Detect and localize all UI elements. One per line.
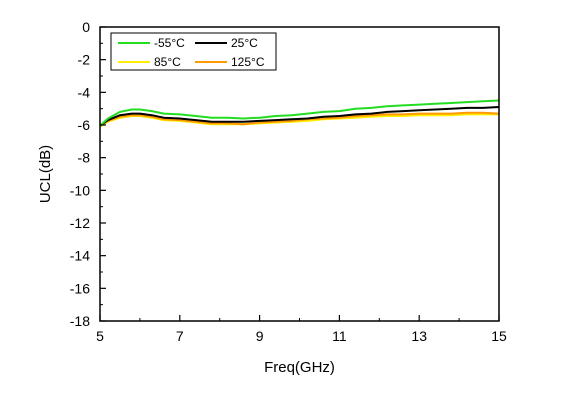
legend-box	[110, 32, 277, 71]
legend-label: 125°C	[231, 55, 265, 69]
y-tick-label: -10	[70, 182, 90, 198]
x-tick-label: 13	[411, 328, 427, 344]
legend: -55°C 25°C 85°C 125°C	[110, 32, 277, 71]
x-tick-label: 7	[176, 328, 184, 344]
y-tick-label: 0	[82, 19, 90, 35]
legend-label: 85°C	[154, 55, 181, 69]
y-tick-label: -8	[78, 150, 91, 166]
plot-frame	[99, 26, 500, 322]
series-line-3	[99, 111, 500, 127]
y-tick-label: -4	[78, 84, 91, 100]
x-tick-label: 15	[491, 328, 507, 344]
series-line-1	[99, 106, 500, 127]
series-line-0	[99, 99, 500, 127]
x-tick-label: 9	[256, 328, 264, 344]
x-axis: 5 7 9 11 13 15	[96, 315, 507, 344]
x-axis-title: Freq(GHz)	[264, 359, 335, 376]
y-tick-label: -6	[78, 117, 91, 133]
y-tick-label: -18	[70, 313, 90, 329]
x-tick-label: 5	[96, 328, 104, 344]
plot-lines	[99, 99, 500, 128]
x-tick-label: 11	[332, 328, 347, 344]
y-tick-label: -12	[70, 215, 90, 231]
y-axis-title: UCL(dB)	[37, 145, 54, 203]
y-tick-label: -14	[70, 248, 90, 264]
y-axis: 0 -2 -4 -6 -8 -10 -12 -14 -16 -18	[70, 19, 106, 329]
legend-label: -55°C	[154, 36, 185, 50]
y-tick-label: -2	[78, 52, 91, 68]
y-tick-label: -16	[70, 280, 90, 296]
legend-label: 25°C	[231, 36, 258, 50]
